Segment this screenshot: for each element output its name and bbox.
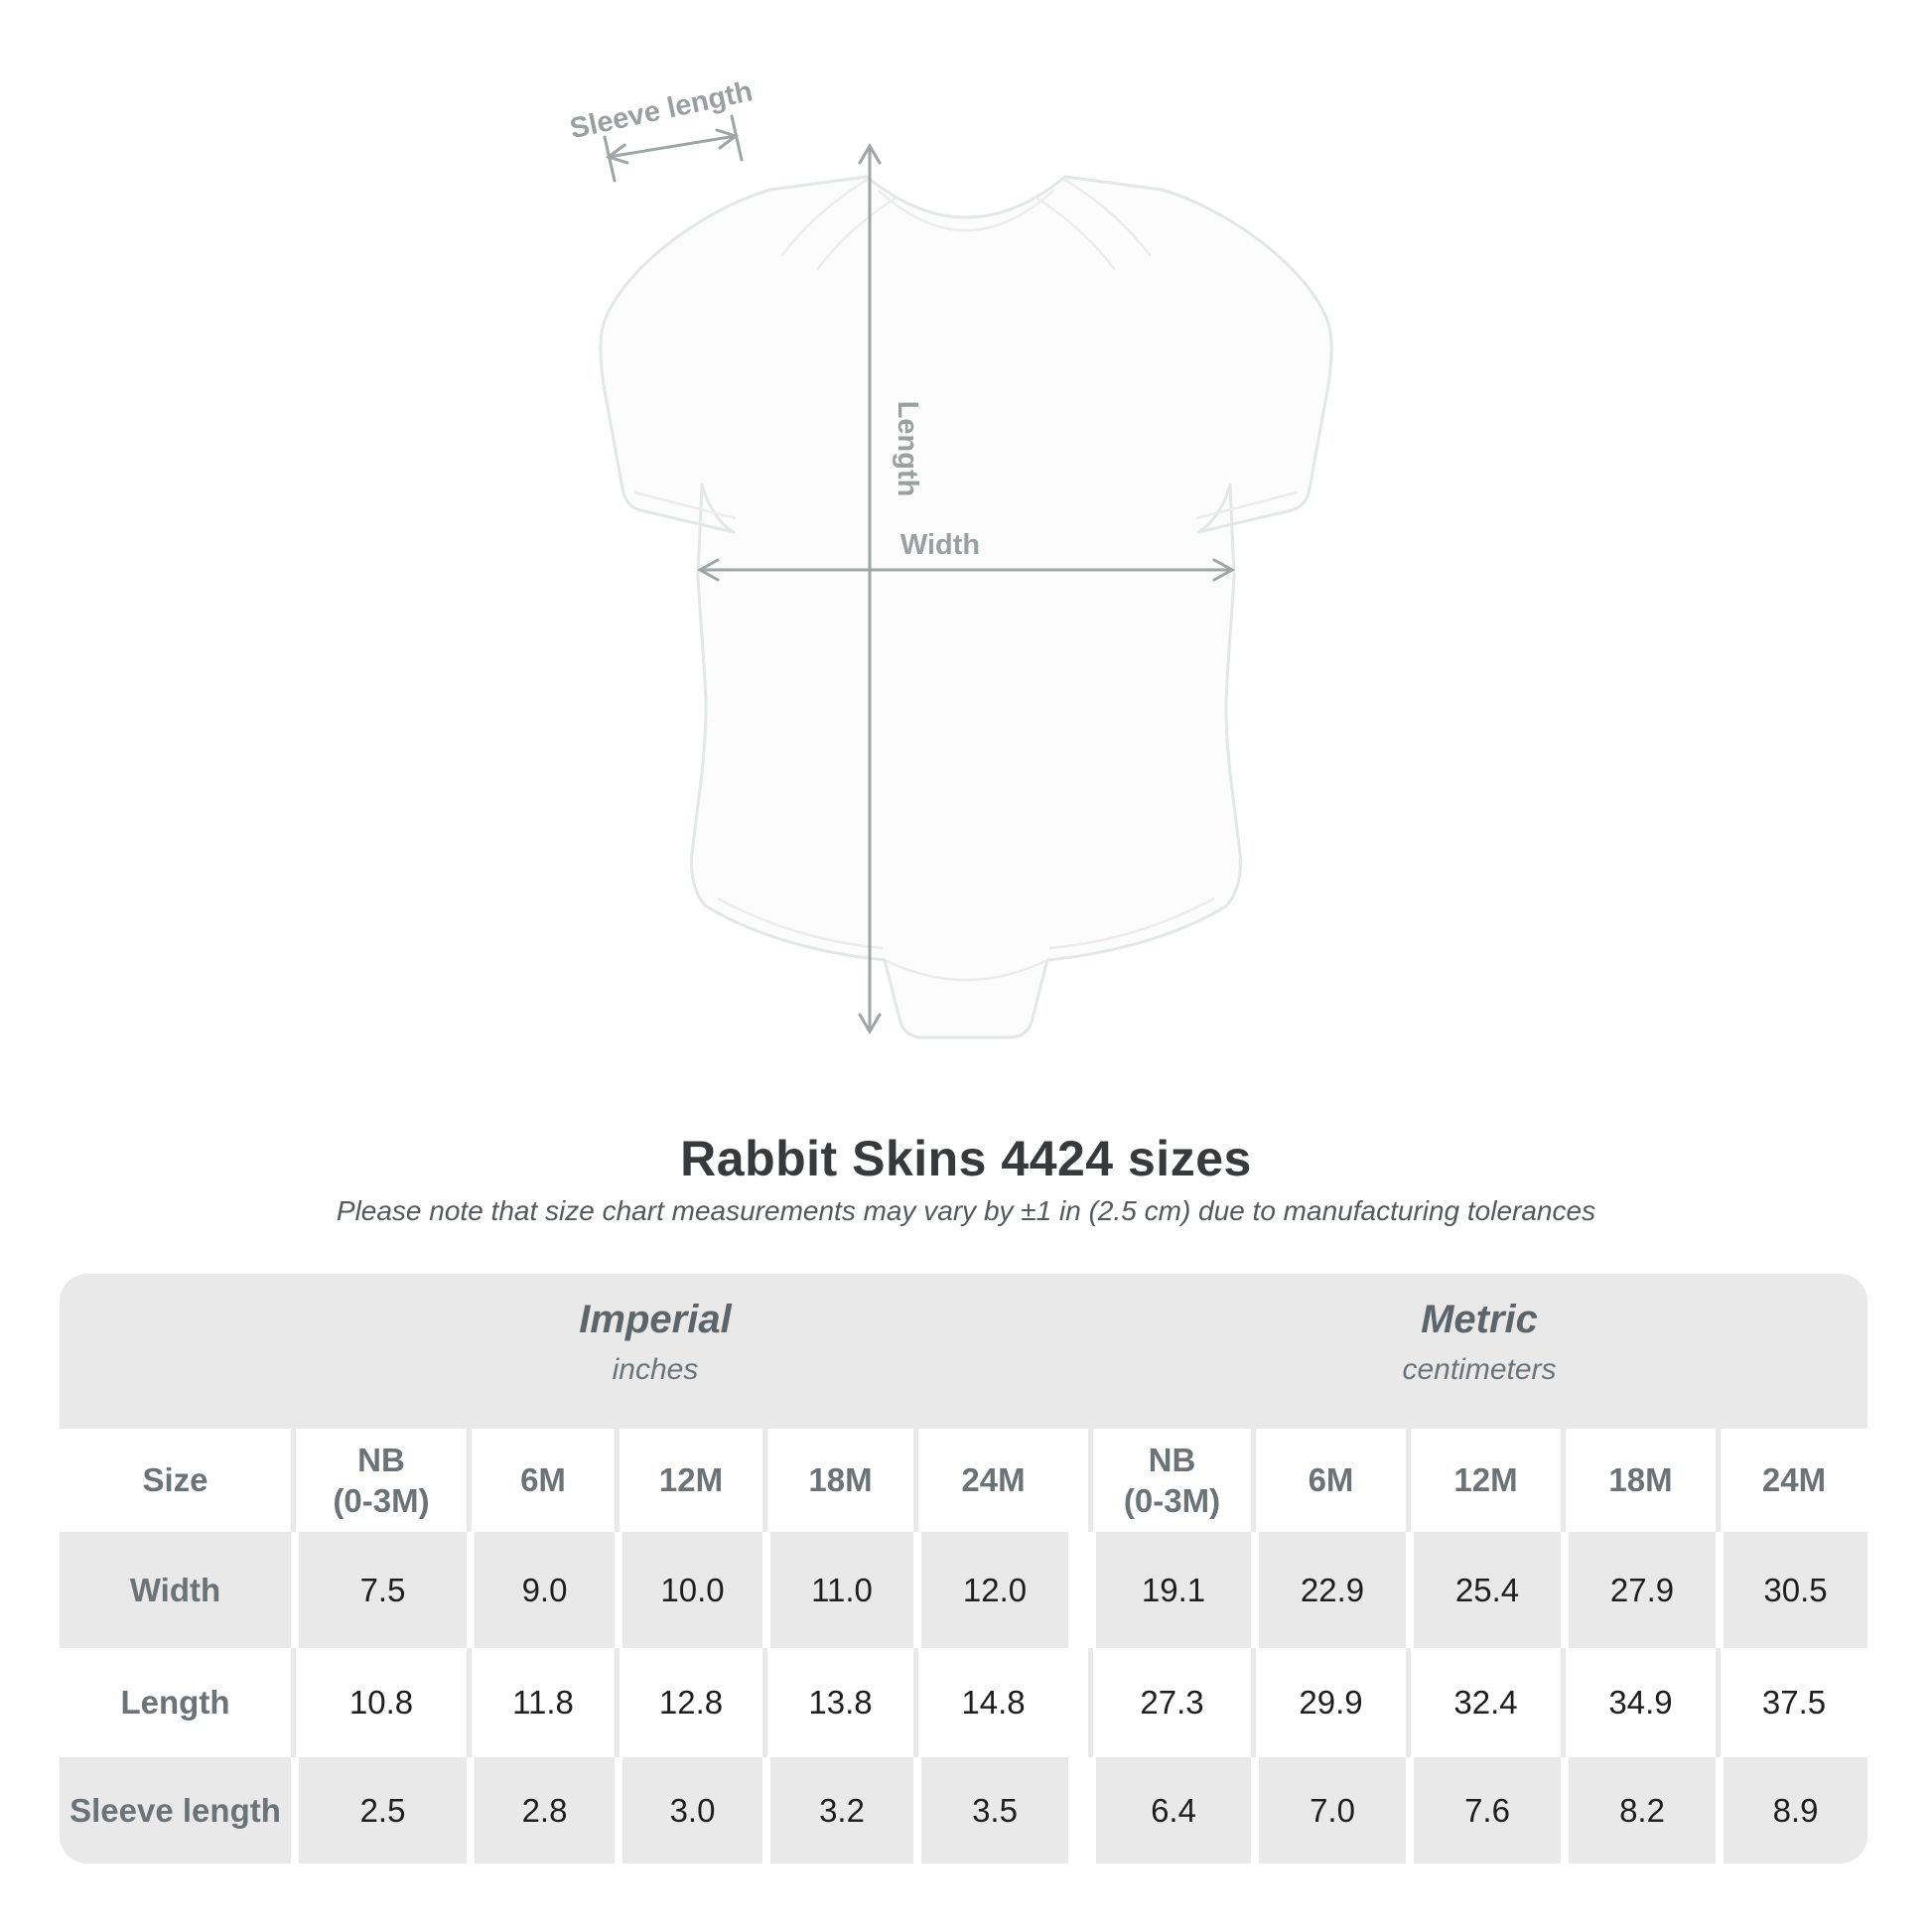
sleeve-metric-6m: 7.0: [1251, 1757, 1406, 1863]
col-header-metric-6m: 6M: [1251, 1429, 1406, 1532]
sleeve-length-tick-right: [730, 114, 744, 162]
table-row-width: Width 7.5 9.0 10.0 11.0 12.0 19.1 22.9 2…: [60, 1532, 1867, 1648]
col-header-metric-nb: NB (0-3M): [1088, 1429, 1251, 1532]
length-imperial-18m: 13.8: [762, 1648, 913, 1757]
unit-band: Imperial inches Metric centimeters: [60, 1274, 1867, 1429]
col-header-imperial-18m: 18M: [762, 1429, 913, 1532]
sleeve-length-arrowhead-right: [715, 128, 740, 150]
col-header-metric-18m: 18M: [1561, 1429, 1716, 1532]
length-metric-nb: 27.3: [1088, 1648, 1251, 1757]
length-imperial-nb: 10.8: [291, 1648, 467, 1757]
col-header-imperial-24m: 24M: [913, 1429, 1068, 1532]
bodysuit-outline: [599, 175, 1333, 1039]
width-arrowhead-left: [696, 558, 720, 582]
width-imperial-12m: 10.0: [615, 1532, 762, 1648]
crotch-flap-seam: [886, 959, 1046, 982]
width-imperial-nb: 7.5: [291, 1532, 467, 1648]
width-imperial-24m: 12.0: [913, 1532, 1068, 1648]
sleeve-length-arrow: [603, 114, 744, 183]
width-arrowhead-right: [1212, 558, 1236, 582]
row-label-width: Width: [60, 1532, 291, 1648]
length-imperial-6m: 11.8: [467, 1648, 615, 1757]
width-metric-24m: 30.5: [1716, 1532, 1867, 1648]
width-metric-nb: 19.1: [1088, 1532, 1251, 1648]
sleeve-metric-24m: 8.9: [1716, 1757, 1867, 1863]
sleeve-length-tick-left: [603, 135, 617, 183]
metric-label: Metric: [1421, 1298, 1538, 1341]
sleeve-imperial-nb: 2.5: [291, 1757, 467, 1863]
table-row-sleeve-length: Sleeve length 2.5 2.8 3.0 3.2 3.5 6.4 7.…: [60, 1757, 1867, 1863]
length-arrowhead-top: [858, 143, 882, 165]
leg-binding-right-seam: [1048, 897, 1215, 950]
neck-band-seam: [878, 190, 1054, 232]
row-label-length: Length: [120, 1684, 230, 1721]
width-metric-6m: 22.9: [1251, 1532, 1406, 1648]
metric-unit-group: Metric centimeters: [1181, 1274, 1777, 1429]
sleeve-metric-12m: 7.6: [1406, 1757, 1561, 1863]
unit-divider: [1068, 1429, 1088, 1532]
cuff-right-seam: [1195, 490, 1299, 520]
sleeve-imperial-12m: 3.0: [615, 1757, 762, 1863]
unit-divider: [1068, 1532, 1088, 1648]
sleeve-imperial-18m: 3.2: [762, 1757, 913, 1863]
table-header-row: Size NB (0-3M) 6M 12M 18M 24M NB (0-3M) …: [60, 1429, 1867, 1532]
length-metric-18m: 34.9: [1561, 1648, 1716, 1757]
unit-divider: [1068, 1757, 1088, 1863]
sleeve-length-line: [607, 134, 738, 159]
imperial-sublabel: inches: [612, 1353, 699, 1386]
length-metric-24m: 37.5: [1716, 1648, 1867, 1757]
sleeve-metric-18m: 8.2: [1561, 1757, 1716, 1863]
leg-binding-left-seam: [717, 897, 884, 950]
row-label-sleeve-length: Sleeve length: [60, 1757, 291, 1863]
size-table: Imperial inches Metric centimeters Size …: [60, 1274, 1867, 1863]
width-label: Width: [900, 529, 980, 561]
lap-shoulder-left-seam: [780, 177, 870, 257]
length-arrow: [858, 143, 882, 1035]
sleeve-imperial-24m: 3.5: [913, 1757, 1068, 1863]
length-label: Length: [892, 401, 923, 497]
width-metric-12m: 25.4: [1406, 1532, 1561, 1648]
page-title: Rabbit Skins 4424 sizes: [680, 1131, 1252, 1186]
lap-shoulder-right-seam: [1062, 177, 1152, 257]
length-metric-12m: 32.4: [1406, 1648, 1561, 1757]
table-row-length: Length 10.8 11.8 12.8 13.8 14.8 27.3 29.…: [60, 1648, 1867, 1757]
lap-shoulder-right-fold: [1034, 195, 1117, 271]
cuff-left-seam: [633, 490, 737, 520]
sleeve-length-arrowhead-left: [605, 143, 629, 165]
col-header-imperial-6m: 6M: [467, 1429, 615, 1532]
width-imperial-6m: 9.0: [467, 1532, 615, 1648]
col-header-metric-24m: 24M: [1716, 1429, 1867, 1532]
bodysuit-seam-lines: [633, 177, 1299, 982]
length-arrowhead-bottom: [858, 1013, 882, 1035]
col-header-imperial-12m: 12M: [615, 1429, 762, 1532]
unit-divider: [1068, 1648, 1088, 1757]
tolerance-note: Please note that size chart measurements…: [336, 1195, 1596, 1226]
length-metric-6m: 29.9: [1251, 1648, 1406, 1757]
width-arrow: [696, 558, 1236, 582]
sleeve-metric-nb: 6.4: [1088, 1757, 1251, 1863]
imperial-unit-group: Imperial inches: [357, 1274, 953, 1429]
col-header-metric-12m: 12M: [1406, 1429, 1561, 1532]
metric-sublabel: centimeters: [1402, 1353, 1557, 1386]
col-header-imperial-nb: NB (0-3M): [291, 1429, 467, 1532]
lap-shoulder-left-fold: [815, 195, 898, 271]
sleeve-imperial-6m: 2.8: [467, 1757, 615, 1863]
width-metric-18m: 27.9: [1561, 1532, 1716, 1648]
length-imperial-12m: 12.8: [615, 1648, 762, 1757]
width-imperial-18m: 11.0: [762, 1532, 913, 1648]
imperial-label: Imperial: [579, 1298, 732, 1341]
measurement-annotations: [603, 114, 1236, 1035]
bodysuit-measurement-diagram: Sleeve length Length Width: [567, 60, 1363, 1052]
size-header-cell: Size: [142, 1461, 208, 1498]
length-imperial-24m: 14.8: [913, 1648, 1068, 1757]
bodysuit-diagram-svg: Sleeve length Length Width: [567, 75, 1333, 1039]
